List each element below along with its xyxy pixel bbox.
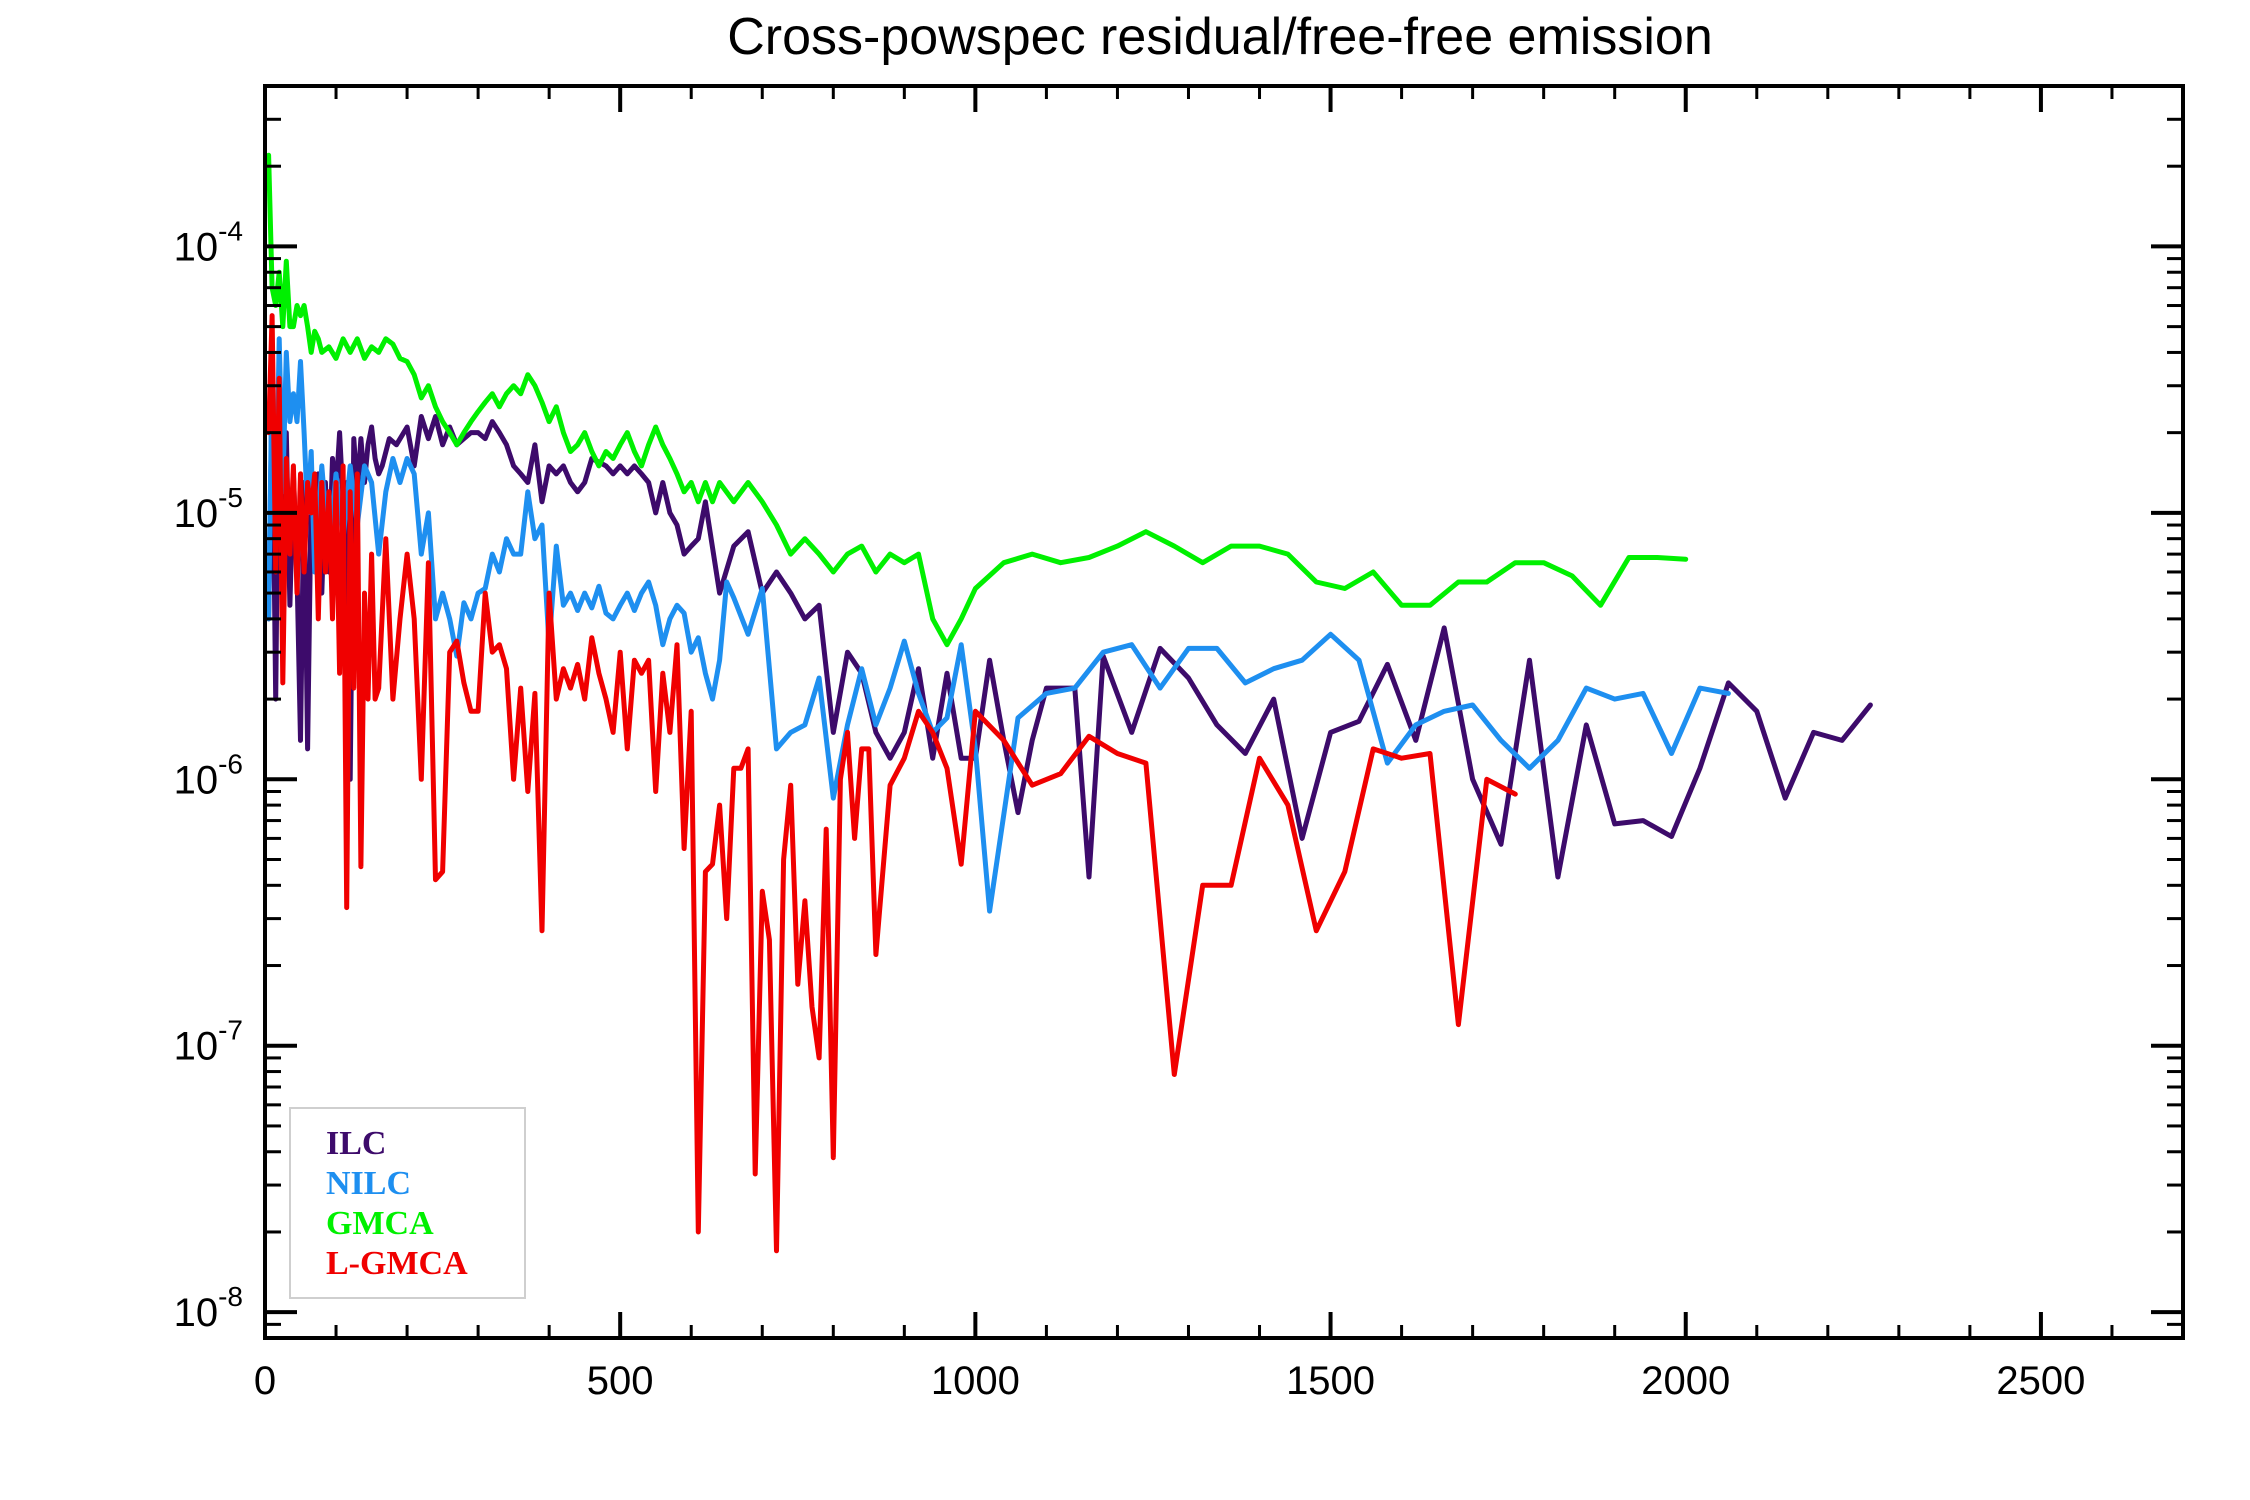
y-tick-label-base: 10 xyxy=(174,1025,219,1069)
x-tick-label: 1000 xyxy=(931,1359,1020,1403)
legend-box xyxy=(289,1107,526,1299)
y-tick-label-exponent: -8 xyxy=(218,1281,243,1312)
series-line-ilc xyxy=(266,349,1873,880)
y-tick-label-exponent: -6 xyxy=(218,748,243,779)
chart-title: Cross-powspec residual/free-free emissio… xyxy=(727,8,1713,66)
series-line-l-gmca xyxy=(266,313,1518,1254)
legend-label-nilc: NILC xyxy=(326,1165,411,1202)
y-tick-label-exponent: -7 xyxy=(218,1015,243,1046)
y-tick-label-base: 10 xyxy=(174,225,219,269)
y-tick-label: 10-4 xyxy=(174,215,243,269)
axes-layer xyxy=(263,84,2185,1340)
x-tick-label: 0 xyxy=(254,1359,276,1403)
x-tick-label: 2500 xyxy=(1996,1359,2085,1403)
y-tick-label: 10-5 xyxy=(174,482,243,536)
y-tick-label-exponent: -5 xyxy=(218,482,243,513)
y-tick-label-exponent: -4 xyxy=(218,215,243,246)
series-line-gmca xyxy=(266,152,1689,648)
y-tick-label-base: 10 xyxy=(174,758,219,802)
y-tick-label: 10-8 xyxy=(174,1281,243,1335)
x-tick-label: 2000 xyxy=(1641,1359,1730,1403)
y-tick-label-base: 10 xyxy=(174,1291,219,1335)
legend-label-l-gmca: L-GMCA xyxy=(326,1245,468,1282)
x-tick-label: 1500 xyxy=(1286,1359,1375,1403)
x-tick-label: 500 xyxy=(587,1359,654,1403)
legend-label-ilc: ILC xyxy=(326,1125,386,1162)
legend-label-gmca: GMCA xyxy=(326,1205,434,1242)
series-layer xyxy=(266,152,1873,1254)
y-tick-label: 10-7 xyxy=(174,1015,243,1069)
y-tick-label: 10-6 xyxy=(174,748,243,802)
plot-frame xyxy=(263,84,2185,1340)
y-tick-label-base: 10 xyxy=(174,492,219,536)
